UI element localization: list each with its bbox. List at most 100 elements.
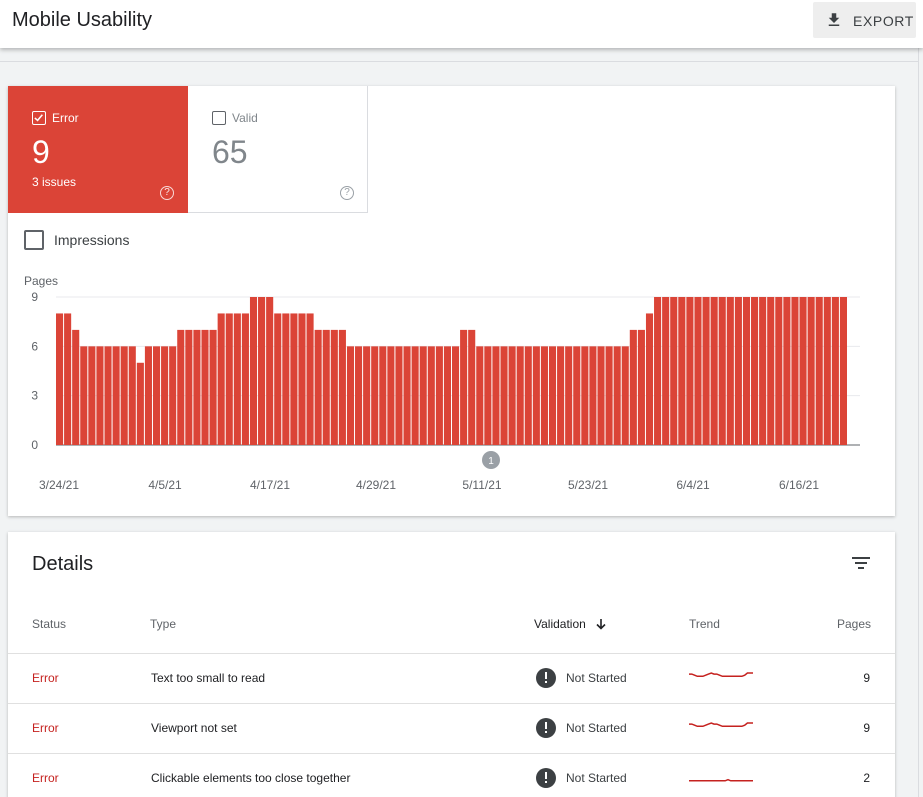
bar[interactable] bbox=[379, 346, 387, 445]
column-header-trend[interactable]: Trend bbox=[689, 617, 720, 631]
bar[interactable] bbox=[306, 313, 314, 445]
bar[interactable] bbox=[484, 346, 492, 445]
bar[interactable] bbox=[298, 313, 306, 445]
bar[interactable] bbox=[516, 346, 524, 445]
bar[interactable] bbox=[508, 346, 516, 445]
bar[interactable] bbox=[427, 346, 435, 445]
bar[interactable] bbox=[670, 297, 678, 445]
bar[interactable] bbox=[468, 329, 476, 445]
bar[interactable] bbox=[419, 346, 427, 445]
impressions-checkbox[interactable] bbox=[24, 230, 44, 250]
bar[interactable] bbox=[500, 346, 508, 445]
bar[interactable] bbox=[443, 346, 451, 445]
bar[interactable] bbox=[702, 297, 710, 445]
bar[interactable] bbox=[831, 297, 839, 445]
bar[interactable] bbox=[678, 297, 686, 445]
bar[interactable] bbox=[161, 346, 169, 445]
bar[interactable] bbox=[742, 297, 751, 445]
scrollbar-track[interactable] bbox=[918, 48, 919, 797]
table-row[interactable]: Error Viewport not set Not Started 9 bbox=[8, 703, 895, 753]
bar[interactable] bbox=[88, 346, 96, 445]
bar[interactable] bbox=[637, 329, 645, 445]
bar[interactable] bbox=[314, 329, 322, 445]
bar[interactable] bbox=[290, 313, 298, 445]
filter-icon[interactable] bbox=[850, 554, 872, 572]
bar[interactable] bbox=[532, 346, 540, 445]
bar[interactable] bbox=[152, 346, 161, 445]
bar[interactable] bbox=[815, 297, 823, 445]
column-header-type[interactable]: Type bbox=[150, 617, 177, 631]
bar[interactable] bbox=[201, 329, 209, 445]
bar[interactable] bbox=[783, 297, 791, 445]
bar[interactable] bbox=[112, 346, 120, 445]
bar[interactable] bbox=[452, 346, 460, 445]
error-tile[interactable]: Error 9 3 issues ? bbox=[8, 86, 188, 213]
bar[interactable] bbox=[266, 297, 274, 445]
bar[interactable] bbox=[823, 297, 831, 445]
bar[interactable] bbox=[589, 346, 597, 445]
bar[interactable] bbox=[751, 297, 759, 445]
bar[interactable] bbox=[72, 329, 80, 445]
bar[interactable] bbox=[363, 346, 371, 445]
bar[interactable] bbox=[258, 297, 266, 445]
help-icon[interactable]: ? bbox=[160, 186, 174, 200]
bar[interactable] bbox=[233, 313, 241, 445]
bar[interactable] bbox=[548, 346, 557, 445]
bar[interactable] bbox=[225, 313, 233, 445]
bar[interactable] bbox=[96, 346, 104, 445]
bar[interactable] bbox=[581, 346, 589, 445]
column-header-validation[interactable]: Validation bbox=[534, 617, 608, 631]
bar[interactable] bbox=[355, 346, 363, 445]
bar[interactable] bbox=[435, 346, 443, 445]
bar[interactable] bbox=[662, 297, 670, 445]
bar[interactable] bbox=[120, 346, 128, 445]
bar[interactable] bbox=[371, 346, 379, 445]
bar[interactable] bbox=[144, 346, 152, 445]
bar[interactable] bbox=[710, 297, 718, 445]
bar[interactable] bbox=[128, 346, 136, 445]
bar[interactable] bbox=[726, 297, 734, 445]
bar[interactable] bbox=[104, 346, 112, 445]
bar[interactable] bbox=[274, 313, 282, 445]
bar[interactable] bbox=[605, 346, 613, 445]
bar[interactable] bbox=[411, 346, 419, 445]
bar[interactable] bbox=[249, 297, 258, 445]
bar[interactable] bbox=[621, 346, 629, 445]
error-checkbox[interactable] bbox=[32, 111, 46, 125]
bar[interactable] bbox=[322, 329, 330, 445]
bar[interactable] bbox=[80, 346, 88, 445]
bar[interactable] bbox=[64, 313, 72, 445]
bar[interactable] bbox=[799, 297, 807, 445]
bar[interactable] bbox=[654, 297, 662, 445]
bar[interactable] bbox=[791, 297, 799, 445]
table-row[interactable]: Error Text too small to read Not Started… bbox=[8, 653, 895, 703]
bar[interactable] bbox=[734, 297, 742, 445]
bar[interactable] bbox=[136, 362, 144, 445]
bar[interactable] bbox=[395, 346, 403, 445]
bar[interactable] bbox=[193, 329, 201, 445]
bar[interactable] bbox=[629, 329, 637, 445]
bar[interactable] bbox=[807, 297, 815, 445]
bar[interactable] bbox=[686, 297, 694, 445]
bar[interactable] bbox=[839, 297, 847, 445]
column-header-pages[interactable]: Pages bbox=[837, 617, 872, 631]
bar[interactable] bbox=[56, 313, 64, 445]
bar[interactable] bbox=[759, 297, 767, 445]
bar[interactable] bbox=[718, 297, 726, 445]
bar[interactable] bbox=[282, 313, 290, 445]
bar[interactable] bbox=[169, 346, 177, 445]
bar[interactable] bbox=[597, 346, 605, 445]
bar[interactable] bbox=[694, 297, 702, 445]
bar[interactable] bbox=[540, 346, 548, 445]
bar[interactable] bbox=[217, 313, 225, 445]
bar[interactable] bbox=[557, 346, 565, 445]
annotation-marker[interactable] bbox=[482, 451, 500, 469]
bar[interactable] bbox=[524, 346, 532, 445]
bar[interactable] bbox=[241, 313, 249, 445]
bar[interactable] bbox=[403, 346, 411, 445]
valid-checkbox[interactable] bbox=[212, 111, 226, 125]
bar[interactable] bbox=[565, 346, 573, 445]
export-button[interactable]: EXPORT bbox=[813, 2, 916, 38]
table-row[interactable]: Error Clickable elements too close toget… bbox=[8, 753, 895, 797]
bar[interactable] bbox=[338, 329, 346, 445]
